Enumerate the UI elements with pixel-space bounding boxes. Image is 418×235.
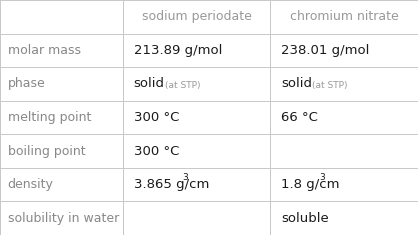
- Text: 3: 3: [182, 173, 188, 182]
- Text: solid: solid: [281, 77, 312, 90]
- Text: melting point: melting point: [8, 111, 91, 124]
- Text: phase: phase: [8, 77, 45, 90]
- Text: 3.865 g/cm: 3.865 g/cm: [134, 178, 209, 191]
- Text: solubility in water: solubility in water: [8, 212, 119, 225]
- Text: molar mass: molar mass: [8, 44, 81, 57]
- Text: 1.8 g/cm: 1.8 g/cm: [281, 178, 339, 191]
- Text: chromium nitrate: chromium nitrate: [290, 10, 399, 23]
- Text: sodium periodate: sodium periodate: [142, 10, 252, 23]
- Text: 238.01 g/mol: 238.01 g/mol: [281, 44, 369, 57]
- Text: (at STP): (at STP): [312, 81, 348, 90]
- Text: 300 °C: 300 °C: [134, 145, 179, 158]
- Text: soluble: soluble: [281, 212, 329, 225]
- Text: 300 °C: 300 °C: [134, 111, 179, 124]
- Text: 213.89 g/mol: 213.89 g/mol: [134, 44, 222, 57]
- Text: solid: solid: [134, 77, 165, 90]
- Text: density: density: [8, 178, 54, 191]
- Text: (at STP): (at STP): [165, 81, 201, 90]
- Text: 3: 3: [319, 173, 325, 182]
- Text: 66 °C: 66 °C: [281, 111, 318, 124]
- Text: boiling point: boiling point: [8, 145, 85, 158]
